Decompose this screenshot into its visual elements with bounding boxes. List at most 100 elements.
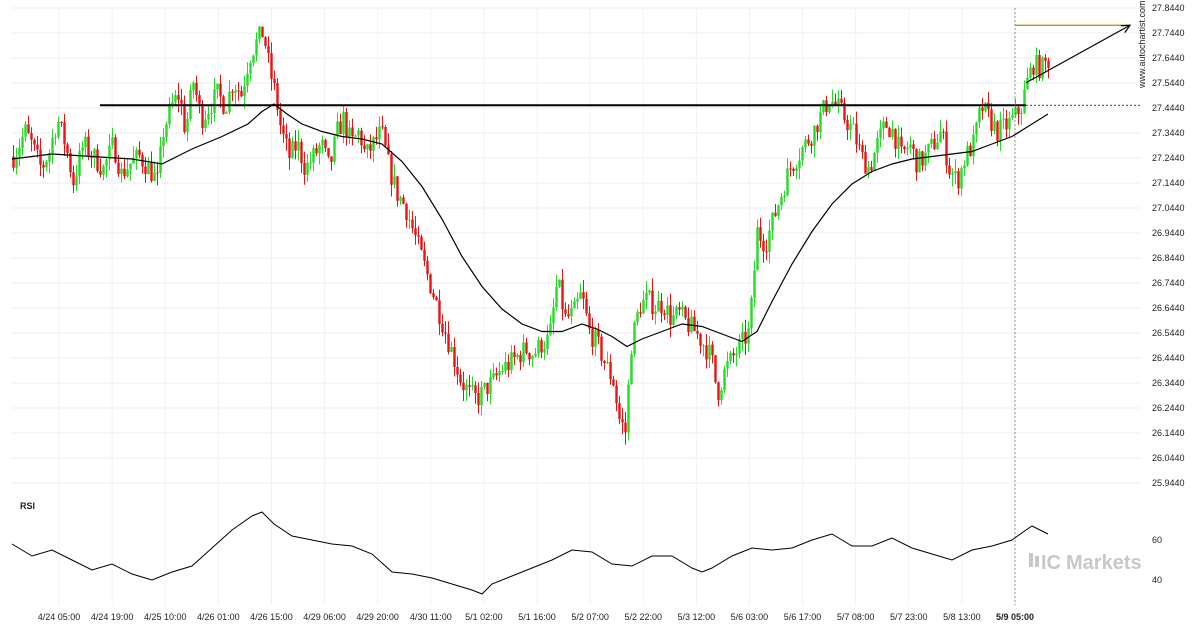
candle-body — [990, 109, 993, 131]
candle-body — [78, 150, 81, 177]
candle-body — [426, 260, 429, 275]
candle-body — [1014, 107, 1017, 116]
site-watermark: www.autochartist.com — [1137, 0, 1147, 89]
candle-body — [555, 286, 558, 308]
candle-body — [768, 230, 771, 252]
candle-body — [36, 144, 39, 150]
candle-body — [27, 124, 30, 134]
candle-body — [972, 134, 975, 157]
candle-body — [177, 95, 180, 100]
candle-body — [21, 136, 24, 148]
candle-body — [300, 141, 303, 164]
candle-body — [438, 300, 441, 324]
time-tick-label: 4/24 19:00 — [91, 612, 134, 622]
candle-body — [690, 316, 693, 333]
candle-body — [1047, 60, 1050, 68]
price-tick-label: 26.0440 — [1152, 453, 1185, 463]
time-tick-label: 5/7 08:00 — [837, 612, 875, 622]
candle-body — [510, 352, 513, 371]
candle-body — [996, 121, 999, 141]
candle-body — [720, 390, 723, 401]
candle-body — [531, 356, 534, 360]
candle-body — [423, 249, 426, 261]
candle-body — [993, 121, 996, 131]
candle-body — [264, 37, 267, 46]
candle-body — [621, 418, 624, 423]
candle-body — [669, 305, 672, 325]
candle-body — [777, 205, 780, 216]
candle-body — [684, 306, 687, 318]
candle-body — [171, 102, 174, 105]
candle-body — [357, 130, 360, 136]
candle-body — [102, 166, 105, 175]
candle-body — [903, 146, 906, 150]
candle-body — [540, 340, 543, 353]
candle-body — [960, 168, 963, 189]
candle-body — [24, 124, 27, 137]
rsi-tick-label: 60 — [1152, 535, 1162, 545]
candle-body — [240, 91, 243, 97]
time-tick-label: 5/6 03:00 — [731, 612, 769, 622]
candle-body — [408, 219, 411, 221]
candle-body — [1032, 67, 1035, 75]
candle-body — [600, 336, 603, 361]
price-tick-label: 27.2440 — [1152, 153, 1185, 163]
candle-body — [1008, 117, 1011, 130]
candle-body — [597, 330, 600, 337]
candle-body — [228, 91, 231, 113]
candle-body — [705, 345, 708, 360]
time-tick-label: 4/26 15:00 — [250, 612, 293, 622]
candle-body — [174, 95, 177, 103]
candle-body — [432, 293, 435, 298]
candle-body — [333, 136, 336, 162]
candle-body — [261, 26, 264, 38]
candle-body — [87, 136, 90, 156]
candle-body — [108, 145, 111, 160]
candle-body — [660, 300, 663, 314]
time-tick-label: 5/8 13:00 — [943, 612, 981, 622]
candle-body — [867, 167, 870, 174]
candle-body — [594, 330, 597, 347]
candle-body — [762, 240, 765, 252]
candle-body — [627, 384, 630, 433]
candle-body — [435, 297, 438, 301]
candle-body — [321, 139, 324, 146]
time-tick-label: 5/2 22:00 — [624, 612, 662, 622]
candle-body — [342, 111, 345, 134]
price-axis: 27.8440 27.7440 27.6440 27.5440 27.4440 27.34… — [1152, 3, 1185, 488]
candle-body — [30, 133, 33, 140]
candle-body — [507, 361, 510, 371]
candle-body — [204, 119, 207, 129]
candle-body — [933, 138, 936, 150]
candle-body — [774, 212, 777, 216]
candle-body — [948, 165, 951, 175]
candle-body — [492, 373, 495, 378]
candle-body — [612, 379, 615, 386]
candle-body — [105, 159, 108, 167]
candle-body — [1017, 107, 1020, 115]
candle-body — [663, 313, 666, 316]
candle-body — [792, 168, 795, 171]
candle-body — [246, 73, 249, 87]
price-tick-label: 27.1440 — [1152, 178, 1185, 188]
candle-body — [624, 422, 627, 433]
candle-body — [657, 300, 660, 312]
candle-body — [15, 156, 18, 168]
price-tick-label: 25.9440 — [1152, 478, 1185, 488]
candle-body — [696, 331, 699, 334]
candle-body — [309, 162, 312, 164]
candle-body — [945, 131, 948, 166]
candle-body — [165, 124, 168, 138]
candle-body — [201, 103, 204, 129]
candle-body — [72, 172, 75, 186]
candle-body — [399, 197, 402, 201]
candle-body — [843, 102, 846, 121]
candle-body — [981, 107, 984, 112]
candle-body — [216, 83, 219, 90]
price-tick-label: 26.9440 — [1152, 228, 1185, 238]
candle-body — [591, 328, 594, 347]
candle-body — [441, 323, 444, 333]
candle-body — [747, 328, 750, 344]
